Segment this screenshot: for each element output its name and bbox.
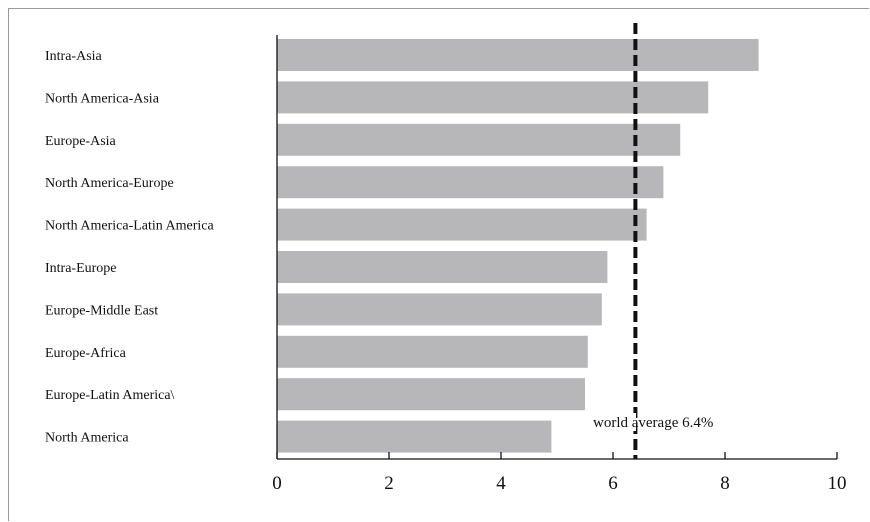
x-tick-label-6: 6 — [608, 473, 618, 494]
category-label-10: North America — [45, 431, 129, 446]
world-average-label-gap — [629, 413, 636, 431]
bars-layer — [277, 39, 759, 453]
bar-1 — [277, 39, 759, 71]
category-label-2: North America-Asia — [45, 91, 160, 106]
chart-frame — [8, 8, 869, 521]
x-tick-label-2: 2 — [384, 473, 394, 494]
bar-4 — [277, 166, 664, 199]
category-label-3: Europe-Asia — [45, 134, 117, 149]
x-tick-label-4: 4 — [496, 473, 506, 494]
reference-layer: world average 6.4% — [593, 23, 713, 459]
x-tick-label-0: 0 — [272, 473, 282, 494]
bar-6 — [277, 251, 608, 283]
category-label-5: North America-Latin America — [45, 219, 214, 234]
bar-7 — [277, 293, 602, 326]
category-label-7: Europe-Middle East — [45, 303, 158, 318]
bar-9 — [277, 378, 585, 411]
bar-8 — [277, 335, 588, 368]
bar-3 — [277, 123, 681, 156]
category-label-1: Intra-Asia — [45, 49, 103, 64]
world-average-label: world average 6.4% — [593, 415, 713, 431]
axes: 0 2 4 6 8 10 — [272, 35, 847, 494]
x-tick-label-8: 8 — [720, 473, 730, 494]
bar-2 — [277, 81, 709, 114]
category-label-8: Europe-Africa — [45, 346, 127, 361]
category-label-6: Intra-Europe — [45, 261, 117, 276]
x-tick-label-10: 10 — [828, 473, 847, 494]
category-label-4: North America-Europe — [45, 176, 174, 191]
category-label-9: Europe-Latin America\ — [45, 388, 175, 403]
bar-5 — [277, 208, 647, 241]
category-labels: Intra-Asia North America-Asia Europe-Asia N… — [45, 49, 214, 446]
bar-10 — [277, 420, 552, 453]
